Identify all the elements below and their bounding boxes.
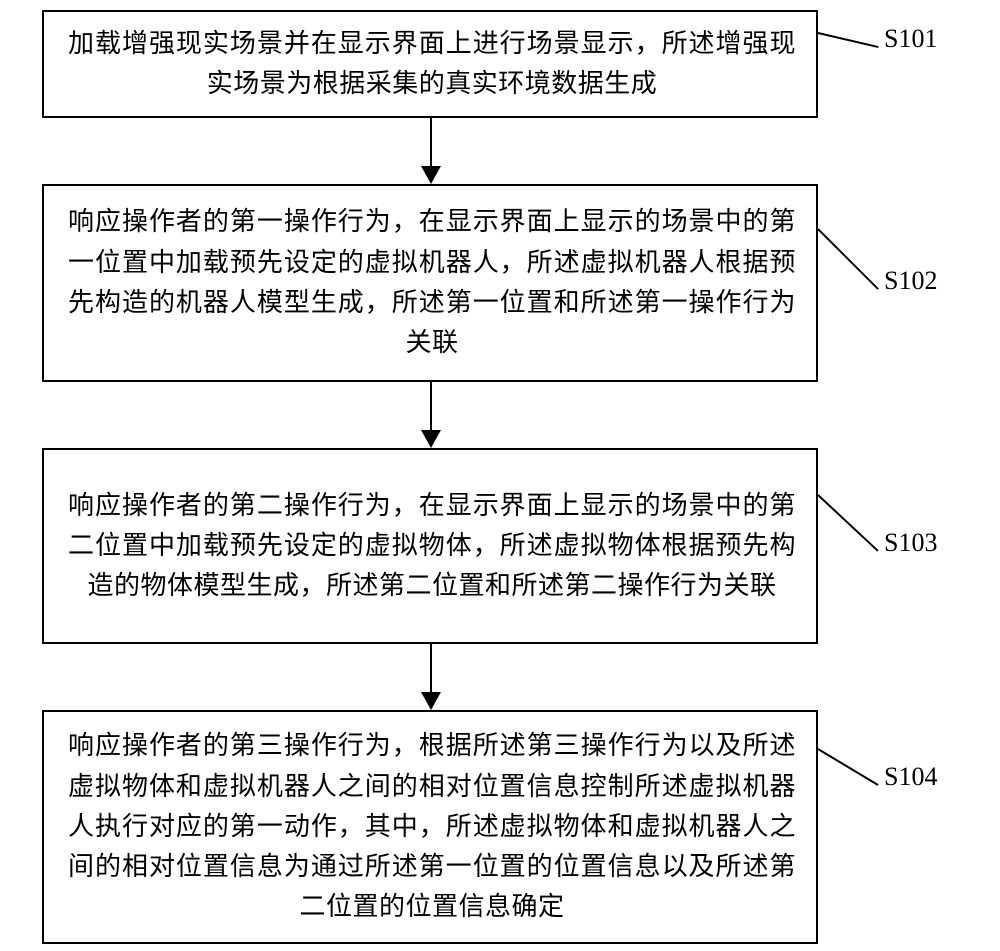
arrow-down-icon [430, 382, 432, 430]
step-text: 响应操作者的第二操作行为，在显示界面上显示的场景中的第二位置中加载预先设定的虚拟… [68, 486, 796, 607]
step-label-s104: S104 [884, 762, 937, 792]
step-box-s103: 响应操作者的第二操作行为，在显示界面上显示的场景中的第二位置中加载预先设定的虚拟… [42, 448, 818, 644]
connector-line [818, 32, 878, 48]
connector-line [817, 228, 878, 289]
step-text: 响应操作者的第一操作行为，在显示界面上显示的场景中的第一位置中加载预先设定的虚拟… [68, 202, 796, 363]
arrow-head-icon [421, 430, 441, 448]
arrow-head-icon [421, 692, 441, 710]
flowchart-canvas: 加载增强现实场景并在显示界面上进行场景显示，所述增强现实场景为根据采集的真实环境… [0, 0, 1000, 951]
step-box-s102: 响应操作者的第一操作行为，在显示界面上显示的场景中的第一位置中加载预先设定的虚拟… [42, 184, 818, 382]
step-text: 响应操作者的第三操作行为，根据所述第三操作行为以及所述虚拟物体和虚拟机器人之间的… [68, 726, 796, 927]
arrow-down-icon [430, 644, 432, 692]
step-box-s101: 加载增强现实场景并在显示界面上进行场景显示，所述增强现实场景为根据采集的真实环境… [42, 10, 818, 118]
step-text: 加载增强现实场景并在显示界面上进行场景显示，所述增强现实场景为根据采集的真实环境… [68, 24, 796, 105]
step-label-s101: S101 [884, 24, 937, 54]
connector-line [817, 748, 878, 786]
connector-line [817, 494, 878, 551]
arrow-down-icon [430, 118, 432, 166]
step-label-s102: S102 [884, 266, 937, 296]
step-box-s104: 响应操作者的第三操作行为，根据所述第三操作行为以及所述虚拟物体和虚拟机器人之间的… [42, 710, 818, 944]
arrow-head-icon [421, 166, 441, 184]
step-label-s103: S103 [884, 528, 937, 558]
